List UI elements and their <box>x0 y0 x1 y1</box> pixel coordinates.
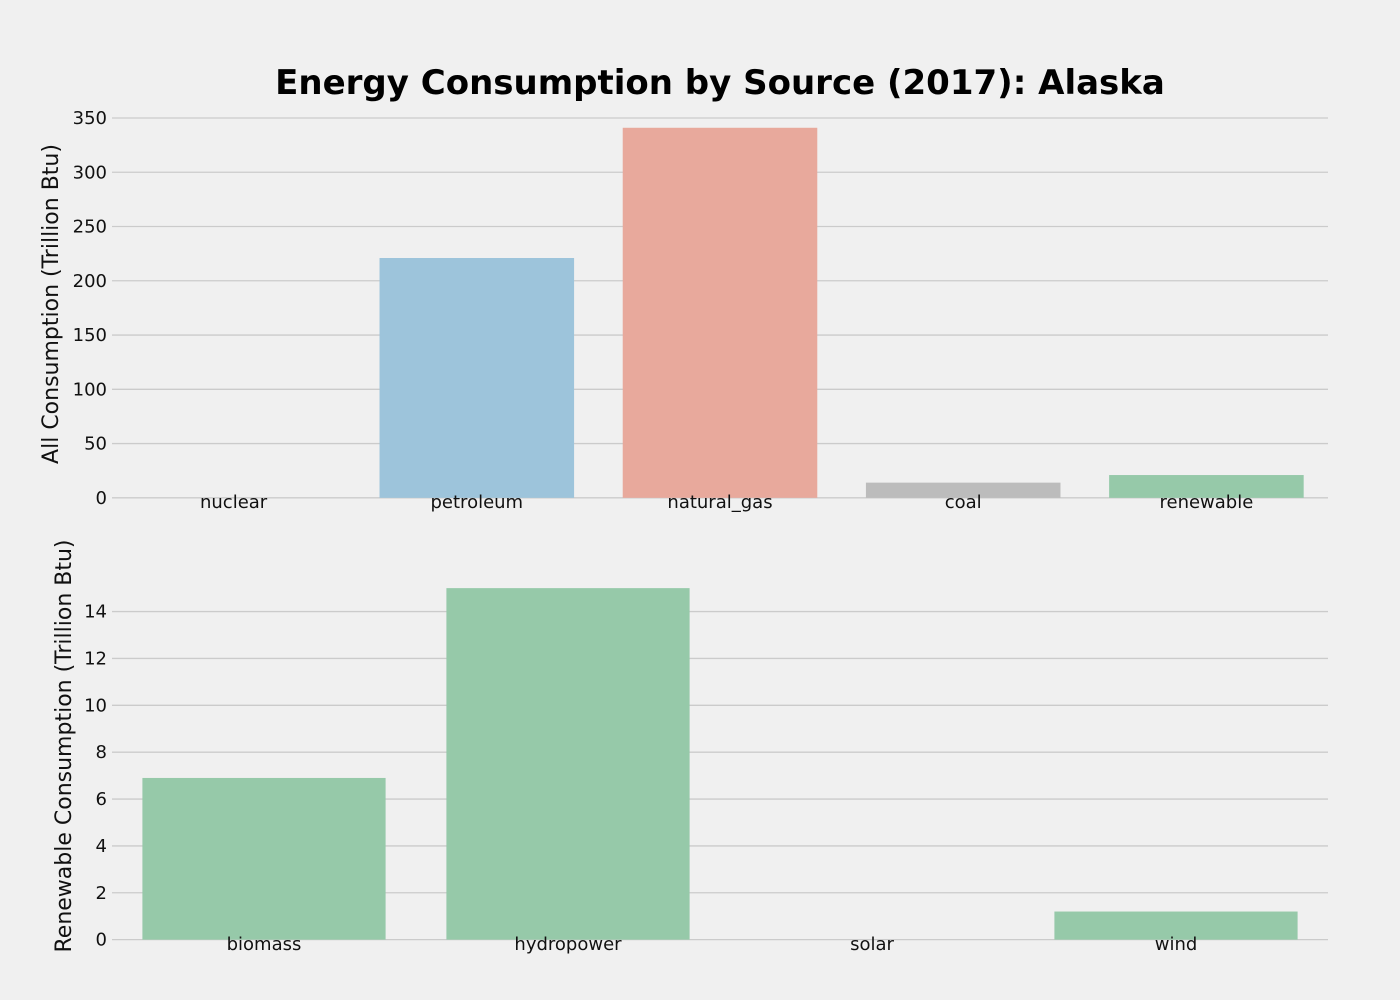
top-y-tick-label: 250 <box>73 217 107 238</box>
top-y-tick-label: 100 <box>73 379 107 400</box>
top-y-ticks: 0 50 100 150 200 250 300 350 <box>73 108 107 509</box>
top-y-tick-label: 200 <box>73 271 107 292</box>
top-y-tick-label: 300 <box>73 162 107 183</box>
bar-coal <box>865 482 1061 498</box>
bottom-bars <box>142 588 1298 940</box>
bottom-y-tick-label: 2 <box>96 883 107 904</box>
bar-natural-gas <box>622 127 818 498</box>
top-x-tick-label: petroleum <box>431 492 524 513</box>
top-y-tick-label: 0 <box>96 488 107 509</box>
top-y-axis-label: All Consumption (Trillion Btu) <box>39 144 64 464</box>
bottom-x-tick-label: biomass <box>227 934 302 955</box>
bottom-y-tick-label: 0 <box>96 930 107 951</box>
bar-renewable <box>1109 475 1304 498</box>
bottom-y-tick-label: 8 <box>96 742 107 763</box>
bar-wind <box>1054 911 1298 940</box>
bottom-x-tick-label: solar <box>850 934 894 955</box>
top-x-tick-label: renewable <box>1159 492 1253 513</box>
bottom-y-tick-label: 4 <box>96 836 107 857</box>
top-x-ticks: nuclear petroleum natural_gas coal renewable <box>200 492 1253 513</box>
bar-biomass <box>142 777 386 940</box>
bottom-y-tick-label: 10 <box>84 695 107 716</box>
bottom-y-axis-label: Renewable Consumption (Trillion Btu) <box>52 539 77 952</box>
bottom-y-tick-label: 6 <box>96 789 107 810</box>
chart-title: Energy Consumption by Source (2017): Ala… <box>275 63 1165 103</box>
top-panel: 0 50 100 150 200 250 300 350 nuclear petroleum na… <box>39 108 1328 513</box>
bottom-y-ticks: 0 2 4 6 8 10 12 14 <box>84 602 107 951</box>
bottom-y-tick-label: 12 <box>84 648 107 669</box>
bottom-x-tick-label: hydropower <box>514 934 622 955</box>
top-y-tick-label: 350 <box>73 108 107 129</box>
top-x-tick-label: coal <box>945 492 982 513</box>
bottom-y-tick-label: 14 <box>84 602 107 623</box>
top-y-tick-label: 150 <box>73 325 107 346</box>
top-y-tick-label: 50 <box>84 434 107 455</box>
top-x-tick-label: nuclear <box>200 492 268 513</box>
bottom-panel: 0 2 4 6 8 10 12 14 biomass hydropower solar wind R… <box>52 539 1328 955</box>
bar-petroleum <box>379 257 575 498</box>
top-x-tick-label: natural_gas <box>667 492 772 513</box>
bottom-x-ticks: biomass hydropower solar wind <box>227 934 1198 955</box>
bottom-x-tick-label: wind <box>1155 934 1198 955</box>
top-bars <box>379 127 1304 498</box>
bar-hydropower <box>446 588 690 940</box>
